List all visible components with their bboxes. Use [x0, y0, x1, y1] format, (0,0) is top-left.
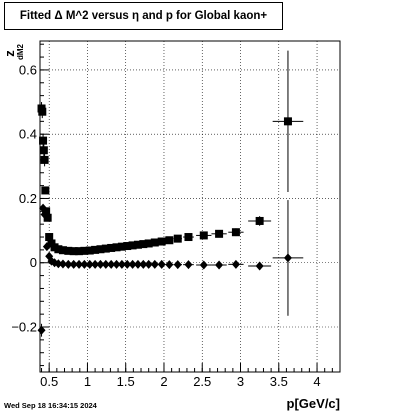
data-point-diamond [165, 260, 174, 270]
data-point-square [112, 243, 121, 252]
data-point-square [199, 231, 208, 240]
data-point-diamond [40, 210, 49, 220]
data-point-square [64, 246, 73, 255]
data-point-square [54, 245, 63, 254]
data-point-square [40, 155, 49, 164]
data-point-square [123, 242, 132, 251]
ticks-layer: 0.5 1 1.5 2 2.5 3 3.5 4 −0.2 0 0.2 0.4 0.6 [11, 43, 333, 389]
data-point-diamond [199, 260, 208, 270]
data-point-diamond [184, 260, 193, 270]
data-point-diamond [58, 259, 67, 269]
plot-frame [39, 40, 341, 373]
data-point-diamond [139, 259, 148, 269]
data-point-diamond [231, 259, 240, 269]
data-point-square [58, 246, 67, 255]
data-point-square [184, 233, 193, 242]
data-point-square [39, 136, 48, 145]
y-axis-label-sub: dM2 [16, 44, 25, 60]
x-tick-label: 3.5 [270, 374, 288, 389]
data-point-diamond [255, 261, 264, 271]
data-point-square [165, 236, 174, 245]
x-tick-label: 3 [237, 374, 244, 389]
data-point-diamond [91, 259, 100, 269]
y-tick-label: 0.2 [19, 191, 37, 206]
data-point-diamond [64, 259, 73, 269]
x-tick-label: 0.5 [40, 374, 58, 389]
data-point-diamond [101, 259, 110, 269]
data-point-diamond [283, 253, 292, 263]
data-point-square [45, 233, 54, 242]
data-point-square [96, 245, 105, 254]
y-tick-label: 0.6 [19, 62, 37, 77]
data-point-diamond [128, 259, 137, 269]
x-tick-label: 2 [160, 374, 167, 389]
grid-layer [40, 41, 340, 372]
data-point-diamond [75, 259, 84, 269]
data-point-square [117, 242, 126, 251]
data-point-diamond [150, 259, 159, 269]
data-point-square [283, 117, 292, 126]
data-point-square [38, 107, 47, 116]
data-point-square [41, 186, 50, 195]
data-point-diamond [144, 259, 153, 269]
data-point-diamond [117, 259, 126, 269]
chart-title: Fitted Δ M^2 versus η and p for Global k… [19, 10, 268, 22]
data-point-diamond [85, 259, 94, 269]
data-point-diamond [39, 203, 48, 213]
title-box: Fitted Δ M^2 versus η and p for Global k… [4, 2, 283, 30]
data-point-square [144, 239, 153, 248]
y-axis-label: z dM2 [2, 38, 32, 72]
x-tick-label: 1 [84, 374, 91, 389]
data-point-square [139, 240, 148, 249]
data-point-square [101, 244, 110, 253]
series-square [37, 50, 304, 256]
data-point-diamond [173, 260, 182, 270]
data-point-square [128, 241, 137, 250]
data-point-square [231, 228, 240, 237]
data-point-diamond [107, 259, 116, 269]
x-tick-label: 1.5 [117, 374, 135, 389]
data-point-square [255, 216, 264, 225]
data-point-square [43, 213, 52, 222]
x-tick-label: 2.5 [193, 374, 211, 389]
data-point-square [75, 247, 84, 256]
data-point-diamond [157, 259, 166, 269]
data-point-square [157, 237, 166, 246]
data-point-square [69, 247, 78, 256]
y-tick-label: 0 [30, 255, 37, 270]
data-point-diamond [133, 259, 142, 269]
data-point-square [150, 238, 159, 247]
data-point-square [215, 229, 224, 238]
x-axis-label: p[GeV/c] [286, 396, 340, 411]
data-point-square [91, 245, 100, 254]
data-point-diamond [123, 259, 132, 269]
y-axis-label-main: z [1, 50, 17, 57]
data-point-square [133, 240, 142, 249]
y-tick-label: 0.4 [19, 127, 37, 142]
y-tick-label: −0.2 [11, 320, 37, 335]
data-point-diamond [42, 242, 51, 252]
data-point-diamond [96, 259, 105, 269]
data-point-diamond [69, 259, 78, 269]
data-point-square [107, 243, 116, 252]
timestamp: Wed Sep 18 16:34:15 2024 [4, 401, 97, 410]
data-point-square [39, 146, 48, 155]
data-point-square [42, 207, 51, 216]
data-point-diamond [37, 325, 46, 335]
data-point-diamond [80, 259, 89, 269]
x-tick-label: 4 [313, 374, 320, 389]
data-point-square [80, 246, 89, 255]
series-layer [37, 50, 304, 337]
series-diamond [37, 200, 304, 337]
data-point-diamond [112, 259, 121, 269]
data-point-square [173, 234, 182, 243]
data-point-diamond [54, 259, 63, 269]
data-point-square [85, 246, 94, 255]
data-point-diamond [215, 260, 224, 270]
